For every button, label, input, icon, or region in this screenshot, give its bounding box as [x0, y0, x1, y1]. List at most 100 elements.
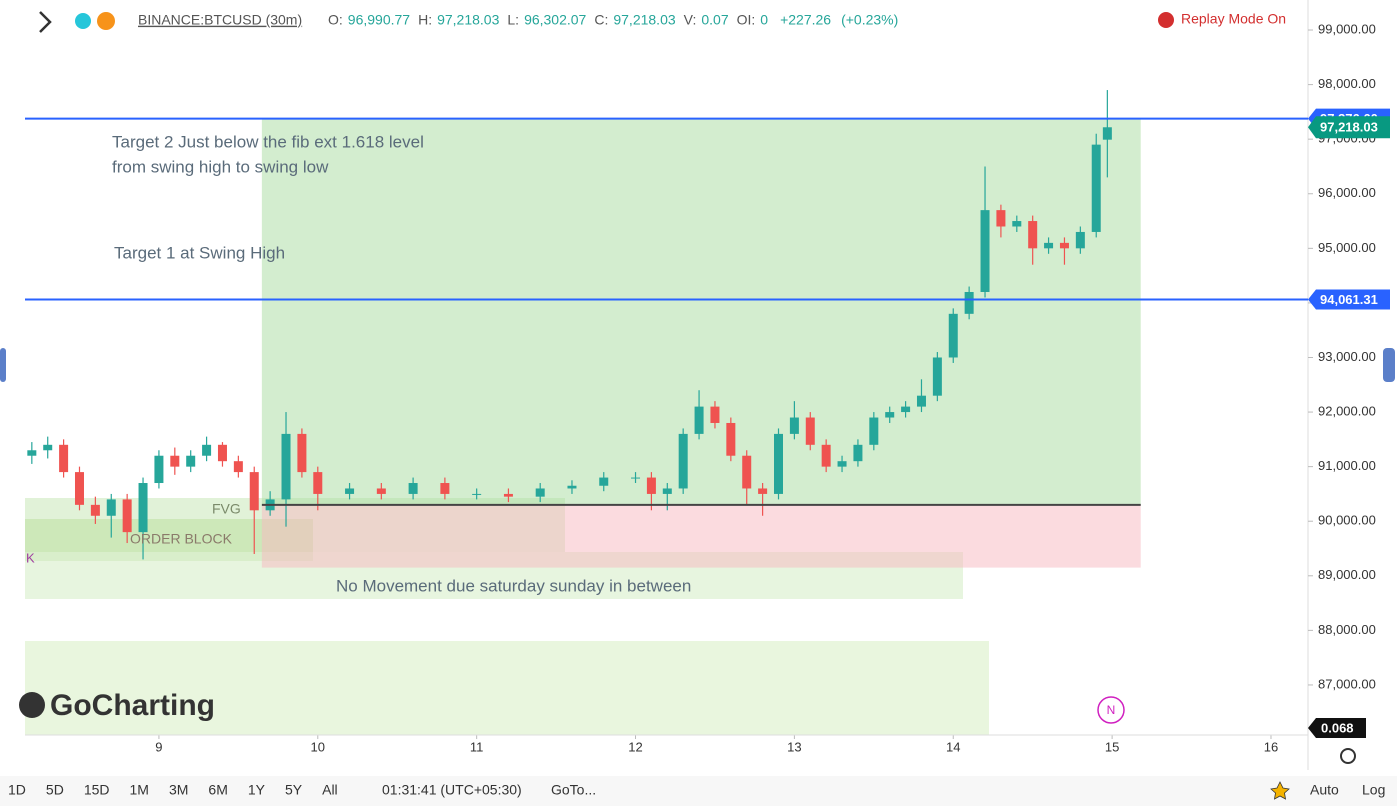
range-button[interactable]: 6M	[208, 782, 227, 798]
candle-body	[805, 417, 815, 445]
toolbar: 1D 5D 15D 1M 3M 6M 1Y 5Y All 01:31:41 (UTC+05:30)…	[8, 781, 1385, 800]
y-tick-label: 92,000.00	[1318, 404, 1376, 419]
goto-button[interactable]: GoTo...	[551, 782, 596, 798]
candle-body	[726, 422, 736, 456]
range-button[interactable]: 5Y	[285, 782, 303, 798]
stat-value: 0	[760, 12, 768, 28]
candle-body	[376, 488, 386, 494]
candle-body	[789, 417, 799, 434]
stat-value: 97,218.03	[437, 12, 499, 28]
y-tick-label: 87,000.00	[1318, 676, 1376, 691]
candle-body	[964, 291, 974, 314]
range-button[interactable]: 1D	[8, 782, 26, 798]
last-price-label: 97,218.03	[1320, 120, 1378, 135]
toolbar-bg	[0, 776, 1397, 806]
annotation: Target 1 at Swing High	[114, 243, 285, 262]
candle-body	[853, 444, 863, 462]
logo-icon	[19, 692, 45, 718]
candle-body	[631, 477, 641, 479]
stat-label: C:	[594, 12, 608, 28]
status-dot	[75, 13, 91, 29]
candle-body	[281, 433, 291, 500]
volume-zone	[25, 641, 989, 735]
x-tick-label: 9	[155, 739, 162, 754]
range-button[interactable]: All	[322, 782, 338, 798]
left-handle[interactable]	[0, 348, 6, 382]
candle-body	[599, 477, 609, 486]
candle-body	[758, 488, 768, 494]
range-button[interactable]: 1M	[130, 782, 149, 798]
stat-label: O:	[328, 12, 343, 28]
auto-button[interactable]: Auto	[1310, 782, 1339, 798]
candle-body	[408, 483, 418, 494]
target-zone	[261, 118, 1141, 505]
right-handle[interactable]	[1383, 348, 1395, 382]
change-pct: (+0.23%)	[841, 12, 898, 28]
candle-body	[1028, 221, 1038, 249]
candle-body	[1059, 242, 1069, 249]
y-tick-label: 88,000.00	[1318, 622, 1376, 637]
candle-body	[440, 483, 450, 494]
replay-label[interactable]: Replay Mode On	[1181, 11, 1286, 27]
x-tick-label: 14	[946, 739, 960, 754]
settings-icon[interactable]	[1340, 748, 1356, 764]
stat-label: V:	[684, 12, 697, 28]
range-button[interactable]: 5D	[46, 782, 64, 798]
candle-body	[885, 412, 895, 418]
candle-body	[662, 488, 672, 494]
fvg-label: FVG	[212, 501, 241, 517]
candle-body	[646, 477, 656, 494]
candle-body	[837, 461, 847, 467]
stat-label: OI:	[737, 12, 756, 28]
news-badge-label: N	[1107, 703, 1116, 717]
candle-body	[59, 444, 69, 473]
candle-body	[1012, 221, 1022, 227]
candle-body	[1075, 231, 1085, 249]
range-button[interactable]: 15D	[84, 782, 110, 798]
candle-body	[869, 417, 879, 445]
collapse-button[interactable]	[39, 11, 52, 33]
candle-body	[170, 455, 180, 467]
y-tick-label: 99,000.00	[1318, 21, 1376, 36]
stat-value: 0.07	[701, 12, 728, 28]
range-button[interactable]: 1Y	[248, 782, 266, 798]
candle-body	[138, 483, 148, 533]
change: +227.26	[780, 12, 831, 28]
candle-body	[916, 395, 926, 407]
favorite-icon[interactable]	[1270, 781, 1290, 800]
candle-body	[217, 444, 227, 462]
log-button[interactable]: Log	[1362, 782, 1385, 798]
stat-value: 97,218.03	[613, 12, 675, 28]
news-badge[interactable]	[1097, 696, 1125, 724]
y-tick-label: 90,000.00	[1318, 513, 1376, 528]
zones	[25, 118, 1141, 735]
candle-body	[90, 504, 100, 516]
candle-body	[472, 493, 482, 495]
candle-body	[948, 313, 958, 358]
candle-body	[710, 406, 720, 423]
stop-zone	[261, 504, 1141, 568]
symbol[interactable]: BINANCE:BTCUSD (30m)	[138, 12, 302, 28]
order-block-label: ORDER BLOCK	[130, 531, 233, 547]
candle-body	[27, 450, 37, 456]
replay-dot	[1158, 12, 1174, 28]
candle-body	[932, 357, 942, 396]
candle-body	[901, 406, 911, 413]
candle-body	[313, 472, 323, 494]
candle-body	[297, 433, 307, 473]
candle-body	[202, 444, 212, 456]
stat-label: L:	[507, 12, 519, 28]
candle-body	[122, 499, 132, 533]
range-button[interactable]: 3M	[169, 782, 188, 798]
candle-body	[694, 406, 704, 434]
candle-body	[678, 433, 688, 489]
annotation: Target 2 Just below the fib ext 1.618 le…	[112, 132, 424, 151]
candle-body	[774, 433, 784, 494]
logo: GoCharting	[50, 689, 215, 722]
y-tick-label: 93,000.00	[1318, 349, 1376, 364]
stat-value: 96,990.77	[348, 12, 410, 28]
candle-body	[996, 210, 1006, 227]
candle-body	[567, 485, 577, 489]
stat-label: H:	[418, 12, 432, 28]
